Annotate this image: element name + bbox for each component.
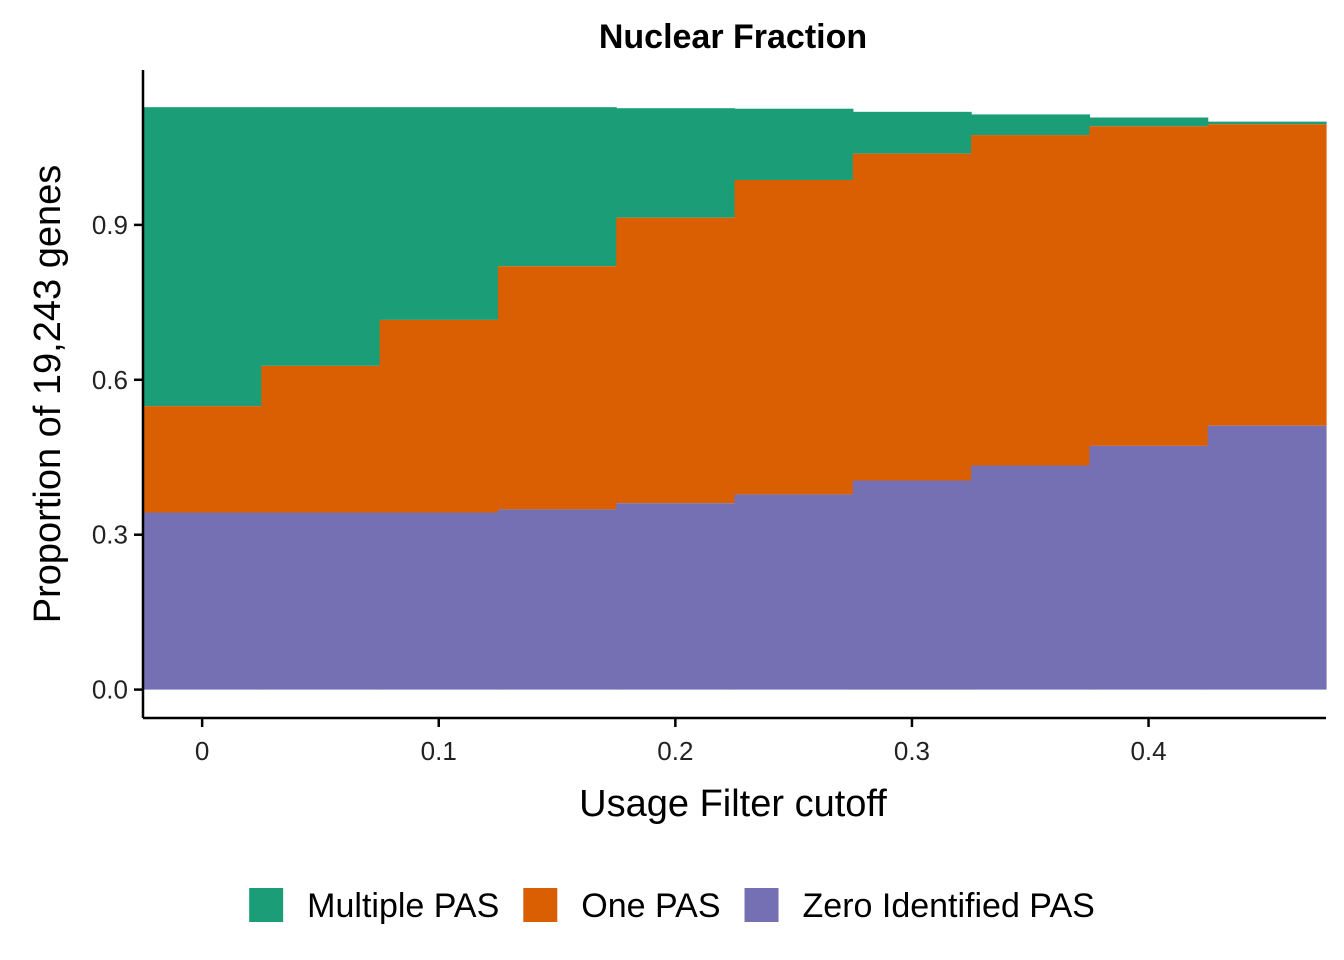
y-axis-title: Proportion of 19,243 genes [27,165,69,623]
step-zero-identified-pas-7 [971,465,1090,690]
step-multiple-pas-9 [1207,121,1327,125]
step-one-pas-3 [497,266,617,510]
step-multiple-pas-0 [143,107,262,407]
step-one-pas-7 [971,135,1090,466]
legend: Multiple PAS One PAS Zero Identified PAS [249,887,1095,925]
series-zero-identified-pas [143,425,1327,690]
series-one-pas [143,124,1327,513]
legend-item-zero-identified-pas: Zero Identified PAS [744,887,1095,925]
legend-label: Zero Identified PAS [803,887,1095,925]
step-one-pas-6 [852,153,972,481]
step-zero-identified-pas-0 [143,512,262,690]
legend-item-one-pas: One PAS [523,887,721,925]
y-tick-label: 0.3 [92,520,128,550]
axes [141,70,1326,720]
step-zero-identified-pas-3 [497,509,617,690]
step-one-pas-0 [143,406,262,513]
legend-swatch [744,888,779,922]
step-zero-identified-pas-5 [734,494,854,690]
step-multiple-pas-1 [261,107,381,366]
step-multiple-pas-5 [734,108,854,180]
x-ticks: 0 0.1 0.2 0.3 0.4 [195,718,1167,766]
step-multiple-pas-2 [379,107,499,320]
x-tick-label: 0.1 [421,736,457,766]
step-multiple-pas-8 [1089,117,1209,127]
step-one-pas-9 [1207,124,1327,426]
series-multiple-pas [143,107,1327,407]
step-zero-identified-pas-4 [616,503,736,690]
x-tick-label: 0.4 [1130,736,1166,766]
legend-label: Multiple PAS [307,887,499,925]
legend-label: One PAS [581,887,720,925]
x-tick-label: 0.2 [657,736,693,766]
y-tick-label: 0.6 [92,365,128,395]
step-zero-identified-pas-8 [1089,445,1209,690]
legend-item-multiple-pas: Multiple PAS [249,887,499,925]
step-multiple-pas-4 [616,108,736,218]
legend-swatch [523,888,558,922]
step-zero-identified-pas-9 [1207,425,1327,690]
x-axis-title: Usage Filter cutoff [579,783,887,825]
step-one-pas-1 [261,365,381,513]
y-tick-label: 0.9 [92,210,128,240]
y-ticks: 0.0 0.3 0.6 0.9 [92,210,143,705]
step-one-pas-4 [616,217,736,504]
step-one-pas-5 [734,179,854,495]
step-one-pas-8 [1089,126,1209,446]
step-multiple-pas-7 [971,114,1090,136]
step-zero-identified-pas-1 [261,512,381,690]
step-zero-identified-pas-2 [379,512,499,690]
plot-areas [143,107,1327,690]
legend-swatch [249,888,284,922]
step-multiple-pas-6 [852,111,972,154]
x-tick-label: 0 [195,736,209,766]
x-tick-label: 0.3 [894,736,930,766]
step-zero-identified-pas-6 [852,480,972,690]
step-multiple-pas-3 [497,107,617,267]
chart-title: Nuclear Fraction [599,18,867,56]
y-tick-label: 0.0 [92,675,128,705]
step-one-pas-2 [379,319,499,513]
